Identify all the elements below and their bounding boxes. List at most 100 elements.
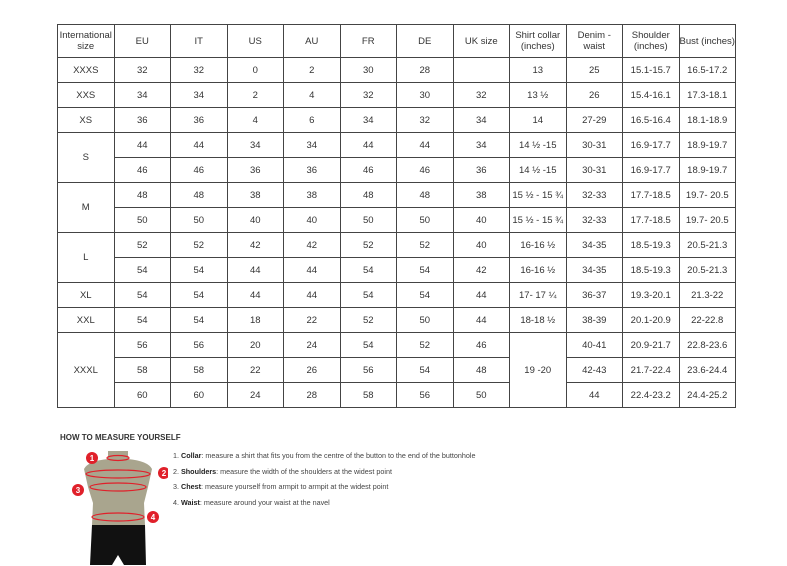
table-cell: 44 — [113, 132, 171, 158]
table-cell: 32 — [396, 107, 454, 133]
table-cell: 16-16 ½ — [509, 257, 567, 283]
table-cell: 38 — [452, 182, 510, 208]
table-cell: 34-35 — [565, 232, 623, 258]
table-cell: 34-35 — [565, 257, 623, 283]
table-row: XXXL 56 56 20 24 54 52 46 19 -20 40-41 20.9-21.7 22… — [57, 332, 736, 408]
table-cell: 28 — [283, 382, 341, 408]
table-cell: 58 — [339, 382, 397, 408]
table-cell: 54 — [113, 307, 171, 333]
table-cell: 40 — [226, 207, 284, 233]
table-cell: 44 — [226, 282, 284, 308]
table-row: 58 58 22 26 56 54 48 42-43 21.7-22.4 23.6-24.4 — [58, 357, 736, 383]
table-cell: 20.9-21.7 — [622, 332, 680, 358]
table-cell: 24 — [226, 382, 284, 408]
marker-1: 1 — [90, 454, 95, 463]
table-cell: 16.9-17.7 — [622, 132, 680, 158]
table-cell: 20.5-21.3 — [678, 232, 736, 258]
table-cell: 40 — [452, 207, 510, 233]
column-header: UK size — [452, 24, 510, 58]
step-shoulders: 2. Shoulders: measure the width of the s… — [173, 466, 392, 476]
table-cell: 22.4-23.2 — [622, 382, 680, 408]
column-header: EU — [113, 24, 171, 58]
table-cell: 54 — [339, 257, 397, 283]
table-row: XXL 54 54 18 22 52 50 44 18-18 ½ 38-39 20.1-20.9 22… — [57, 307, 736, 333]
table-cell: 17.3-18.1 — [678, 82, 736, 108]
table-cell: 2 — [226, 82, 284, 108]
size-cell: XXXL — [57, 332, 115, 408]
table-cell: 44 — [283, 257, 341, 283]
table-cell: 60 — [113, 382, 171, 408]
column-header: AU — [283, 24, 341, 58]
table-cell: 22.8-23.6 — [678, 332, 736, 358]
table-cell: 38 — [283, 182, 341, 208]
table-cell: 14 ½ -15 — [509, 132, 567, 158]
table-cell: 34 — [170, 82, 228, 108]
table-row: 54 54 44 44 54 54 42 16-16 ½ 34-35 18.5-19.3 20.5-… — [58, 257, 736, 283]
size-cell: XL — [57, 282, 115, 308]
table-cell: 19.3-20.1 — [622, 282, 680, 308]
table-cell: 42-43 — [565, 357, 623, 383]
table-cell: 58 — [170, 357, 228, 383]
table-cell: 50 — [396, 307, 454, 333]
table-cell: 50 — [339, 207, 397, 233]
table-cell: 14 — [509, 107, 567, 133]
table-row: 60 60 24 28 58 56 50 44 22.4-23.2 24.4-25.2 — [58, 382, 736, 408]
table-cell: 36 — [283, 157, 341, 183]
measure-steps: 1. Collar: measure a shirt that fits you… — [173, 451, 475, 513]
table-cell: 54 — [170, 257, 228, 283]
table-cell: 28 — [396, 57, 454, 83]
table-cell: 44 — [452, 307, 510, 333]
column-header: IT — [170, 24, 228, 58]
table-row: 50 50 40 40 50 50 40 15 ½ - 15 ¾ 32-33 17.7-18.5 1… — [58, 207, 736, 233]
table-row: S 44 44 34 34 44 44 34 14 ½ -15 30-31 16.9-17.7 18.… — [57, 132, 736, 183]
table-cell: 18.5-19.3 — [622, 232, 680, 258]
table-cell: 17.7-18.5 — [622, 207, 680, 233]
table-cell: 17.7-18.5 — [622, 182, 680, 208]
table-cell: 34 — [452, 132, 510, 158]
table-cell: 36 — [226, 157, 284, 183]
table-cell: 24.4-25.2 — [678, 382, 736, 408]
table-cell: 32 — [339, 82, 397, 108]
table-cell: 32-33 — [565, 207, 623, 233]
table-cell: 44 — [452, 282, 510, 308]
table-cell: 21.3-22 — [678, 282, 736, 308]
table-cell: 40 — [452, 232, 510, 258]
table-row: 46 46 36 36 46 46 36 14 ½ -15 30-31 16.9-17.7 18.9… — [58, 157, 736, 183]
table-cell: 22-22.8 — [678, 307, 736, 333]
table-cell: 30 — [339, 57, 397, 83]
table-cell: 24 — [283, 332, 341, 358]
table-cell: 20 — [226, 332, 284, 358]
table-cell: 56 — [170, 332, 228, 358]
table-cell: 52 — [339, 232, 397, 258]
table-cell: 48 — [396, 182, 454, 208]
table-cell: 44 — [283, 282, 341, 308]
table-cell: 20.1-20.9 — [622, 307, 680, 333]
table-cell: 56 — [339, 357, 397, 383]
table-cell: 32 — [113, 57, 171, 83]
size-chart-table: International size EU IT US AU FR DE UK size Shi… — [57, 24, 736, 408]
table-cell: 40 — [283, 207, 341, 233]
size-cell: M — [57, 182, 115, 233]
table-cell: 34 — [283, 132, 341, 158]
table-cell: 30 — [396, 82, 454, 108]
table-cell: 38-39 — [565, 307, 623, 333]
table-cell: 48 — [339, 182, 397, 208]
table-cell: 30-31 — [565, 157, 623, 183]
column-header: Denim - waist — [565, 24, 623, 58]
table-cell: 14 ½ -15 — [509, 157, 567, 183]
table-cell: 25 — [565, 57, 623, 83]
table-row: M 48 48 38 38 48 48 38 15 ½ - 15 ¾ 32-33 17.7-18.5… — [57, 182, 736, 233]
table-cell: 22 — [226, 357, 284, 383]
table-cell: 13 ½ — [509, 82, 567, 108]
table-cell: 15 ½ - 15 ¾ — [509, 182, 567, 208]
column-header: Shoulder (inches) — [622, 24, 680, 58]
table-cell: 42 — [452, 257, 510, 283]
column-header: US — [226, 24, 284, 58]
table-cell: 18 — [226, 307, 284, 333]
table-cell: 54 — [396, 282, 454, 308]
table-cell: 18.9-19.7 — [678, 157, 736, 183]
table-cell: 54 — [339, 282, 397, 308]
table-cell: 36 — [113, 107, 171, 133]
table-cell: 27-29 — [565, 107, 623, 133]
table-cell: 15.1-15.7 — [622, 57, 680, 83]
